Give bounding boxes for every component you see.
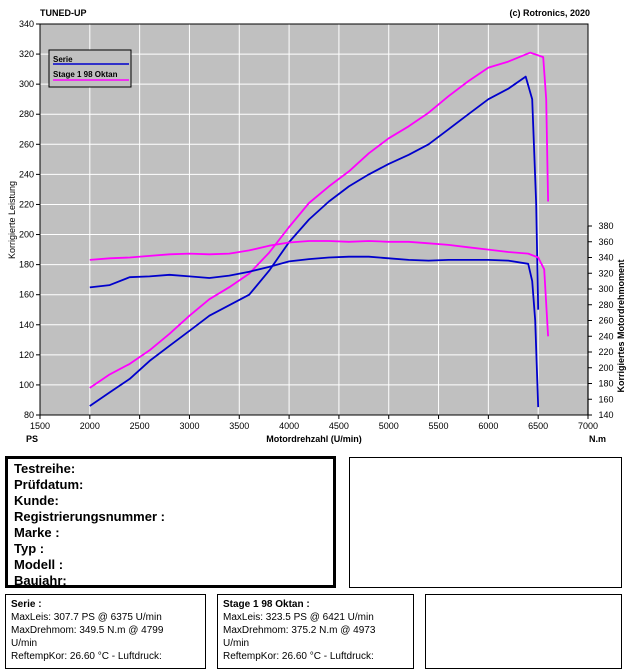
grid bbox=[39, 23, 589, 416]
serie-ref-temp: ReftempKor: 26.60 °C - Luftdruck: bbox=[11, 651, 162, 661]
serie-summary-panel: Serie : MaxLeis: 307.7 PS @ 6375 U/min M… bbox=[5, 594, 206, 669]
header-left: TUNED-UP bbox=[40, 8, 87, 18]
y-right-tick-label: 160 bbox=[598, 394, 613, 404]
legend-label-stage: Stage 1 98 Oktan bbox=[53, 70, 118, 79]
x-tick-label: 1500 bbox=[30, 421, 50, 431]
info-registrierungsnummer: Registrierungsnummer : bbox=[14, 509, 165, 524]
serie-max-torque-unit: U/min bbox=[11, 638, 38, 649]
y-left-tick-label: 340 bbox=[19, 19, 34, 29]
x-unit-right: N.m bbox=[589, 434, 606, 444]
x-tick-label: 2000 bbox=[80, 421, 100, 431]
x-tick-label: 3500 bbox=[229, 421, 249, 431]
blank-panel-top bbox=[349, 457, 622, 588]
serie-max-torque: MaxDrehmom: 349.5 N.m @ 4799 bbox=[11, 625, 164, 636]
y-axis-label-left: Korrigierte Leistung bbox=[7, 181, 17, 259]
y-left-tick-label: 200 bbox=[19, 230, 34, 240]
x-tick-label: 4500 bbox=[329, 421, 349, 431]
info-modell: Modell : bbox=[14, 557, 64, 572]
stage-max-torque: MaxDrehmom: 375.2 N.m @ 4973 bbox=[223, 625, 376, 636]
dyno-chart: TUNED-UP (c) Rotronics, 2020 1500 2000 250… bbox=[7, 8, 626, 444]
y-axis-label-right: Korrigiertes Motordrehmoment bbox=[616, 259, 626, 392]
stage-max-power: MaxLeis: 323.5 PS @ 6421 U/min bbox=[223, 612, 374, 623]
y-left-tick-label: 300 bbox=[19, 79, 34, 89]
y-left-tick-label: 140 bbox=[19, 320, 34, 330]
header-right: (c) Rotronics, 2020 bbox=[509, 8, 590, 18]
legend-label-serie: Serie bbox=[53, 55, 73, 64]
info-testreihe: Testreihe: bbox=[14, 461, 76, 476]
x-tick-label: 4000 bbox=[279, 421, 299, 431]
info-kunde: Kunde: bbox=[14, 493, 59, 508]
y-right-tick-label: 340 bbox=[598, 253, 613, 263]
x-tick-label: 6500 bbox=[528, 421, 548, 431]
stage-summary-title: Stage 1 98 Oktan : bbox=[223, 599, 310, 610]
y-right-tick-label: 180 bbox=[598, 379, 613, 389]
y-right-tick-label: 380 bbox=[598, 221, 613, 231]
plot-background bbox=[40, 24, 588, 415]
x-tick-label: 3000 bbox=[179, 421, 199, 431]
stage-power-line bbox=[89, 51, 549, 389]
y-right-tick-label: 280 bbox=[598, 300, 613, 310]
serie-max-power: MaxLeis: 307.7 PS @ 6375 U/min bbox=[11, 612, 162, 623]
y-left-tick-label: 120 bbox=[19, 350, 34, 360]
y-left-tick-label: 100 bbox=[19, 380, 34, 390]
stage-summary-panel: Stage 1 98 Oktan : MaxLeis: 323.5 PS @ 6… bbox=[217, 594, 414, 669]
y-left-tick-label: 220 bbox=[19, 199, 34, 209]
stage-max-torque-unit: U/min bbox=[223, 638, 250, 649]
serie-torque-line bbox=[89, 255, 540, 408]
y-left-tick-label: 180 bbox=[19, 260, 34, 270]
x-tick-label: 6000 bbox=[478, 421, 498, 431]
serie-summary-title: Serie : bbox=[11, 599, 42, 610]
x-tick-label: 5500 bbox=[429, 421, 449, 431]
y-right-tick-label: 200 bbox=[598, 363, 613, 373]
series bbox=[89, 51, 549, 408]
y-left-tick-label: 80 bbox=[24, 410, 34, 420]
plot-frame bbox=[39, 23, 589, 416]
x-tick-label: 7000 bbox=[578, 421, 598, 431]
x-tick-label: 5000 bbox=[379, 421, 399, 431]
info-baujahr: Baujahr: bbox=[14, 573, 67, 588]
blank-panel-bottom bbox=[425, 594, 622, 669]
x-unit-left: PS bbox=[26, 434, 38, 444]
y-right-tick-label: 260 bbox=[598, 316, 613, 326]
y-left-tick-label: 320 bbox=[19, 49, 34, 59]
stage-ref-temp: ReftempKor: 26.60 °C - Luftdruck: bbox=[223, 651, 374, 661]
info-pruefdatum: Prüfdatum: bbox=[14, 477, 84, 492]
y-left-tick-label: 160 bbox=[19, 290, 34, 300]
y-left-tick-label: 280 bbox=[19, 109, 34, 119]
dyno-chart-svg: TUNED-UP (c) Rotronics, 2020 1500 2000 250… bbox=[7, 8, 626, 444]
y-right-tick-label: 240 bbox=[598, 331, 613, 341]
y-right-tick-label: 300 bbox=[598, 284, 613, 294]
legend-box bbox=[48, 49, 132, 88]
axes: 1500 2000 2500 3000 3500 4000 4500 5000 5500 6000… bbox=[19, 19, 614, 431]
stage-torque-line bbox=[89, 240, 549, 337]
test-info-panel: Testreihe: Prüfdatum: Kunde: Registrieru… bbox=[5, 456, 336, 588]
x-tick-label: 2500 bbox=[130, 421, 150, 431]
y-left-tick-label: 240 bbox=[19, 169, 34, 179]
y-left-tick-label: 260 bbox=[19, 139, 34, 149]
legend: Serie Stage 1 98 Oktan bbox=[48, 49, 132, 88]
y-right-tick-label: 320 bbox=[598, 268, 613, 278]
x-axis-label: Motordrehzahl (U/min) bbox=[266, 434, 362, 444]
y-right-tick-label: 360 bbox=[598, 237, 613, 247]
serie-power-line bbox=[89, 75, 540, 407]
y-right-tick-label: 220 bbox=[598, 347, 613, 357]
y-right-tick-label: 140 bbox=[598, 410, 613, 420]
info-marke: Marke : bbox=[14, 525, 60, 540]
info-typ: Typ : bbox=[14, 541, 45, 556]
